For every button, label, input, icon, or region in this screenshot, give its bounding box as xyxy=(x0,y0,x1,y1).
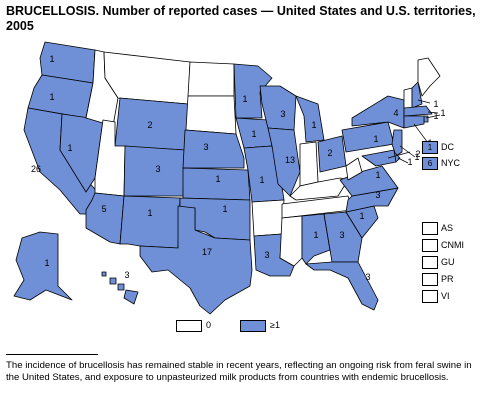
leader-line-md xyxy=(387,151,411,159)
state-ak xyxy=(13,231,73,301)
state-value-il: 13 xyxy=(285,155,295,165)
state-mi xyxy=(295,95,325,143)
vi-box xyxy=(422,290,438,303)
state-value-nh: 1 xyxy=(433,99,438,109)
gu-label: GU xyxy=(441,257,455,267)
map-title: BRUCELLOSIS. Number of reported cases — … xyxy=(6,4,476,33)
state-nh xyxy=(411,81,423,109)
as-label: AS xyxy=(441,223,454,233)
state-ri xyxy=(423,115,429,123)
state-value-or: 1 xyxy=(49,92,54,102)
state-value-tx: 17 xyxy=(202,247,212,257)
state-ar xyxy=(251,199,285,237)
state-value-az: 5 xyxy=(101,204,106,214)
state-ct xyxy=(403,115,425,129)
leader-line-de xyxy=(397,157,409,164)
state-md xyxy=(361,149,397,167)
legend-reported-swatch xyxy=(240,320,266,332)
legend-reported-label: ≥1 xyxy=(270,320,280,330)
state-value-ak: 1 xyxy=(44,258,49,268)
leader-line-nh xyxy=(417,99,431,104)
state-value-nm: 1 xyxy=(147,208,152,218)
state-value-va: 1 xyxy=(375,170,380,180)
dc-label: DC xyxy=(441,142,454,152)
state-value-sc: 1 xyxy=(359,211,364,221)
state-nj xyxy=(391,129,403,157)
vi-label: VI xyxy=(441,291,450,301)
pr-box xyxy=(422,273,438,286)
state-value-ne: 3 xyxy=(203,142,208,152)
state-vt xyxy=(403,87,413,109)
state-value-wy: 2 xyxy=(147,120,152,130)
pr-label: PR xyxy=(441,274,454,284)
state-value-ok: 1 xyxy=(222,204,227,214)
dc-box: 1 xyxy=(422,141,438,154)
nyc-label: NYC xyxy=(441,158,461,168)
state-value-mi: 1 xyxy=(311,120,316,130)
state-hi xyxy=(101,271,139,305)
dc-value: 1 xyxy=(427,143,433,152)
state-nm xyxy=(119,195,181,249)
state-value-fl: 3 xyxy=(365,272,370,282)
state-value-la: 3 xyxy=(264,250,269,260)
as-box xyxy=(422,222,438,235)
state-fl xyxy=(305,261,379,311)
legend-zero-label: 0 xyxy=(206,320,212,330)
state-value-hi: 3 xyxy=(124,270,129,280)
state-in xyxy=(299,141,319,187)
footnote-rule xyxy=(6,354,98,355)
leader-line-ma xyxy=(427,111,439,114)
state-value-mo: 1 xyxy=(259,175,264,185)
state-value-ma: 1 xyxy=(440,108,445,118)
state-value-mn: 1 xyxy=(242,94,247,104)
state-ma xyxy=(403,105,433,117)
state-wv xyxy=(345,157,363,181)
state-az xyxy=(85,192,125,245)
state-value-ny: 4 xyxy=(393,108,398,118)
state-pa xyxy=(341,121,395,153)
nyc-box: 6 xyxy=(422,157,438,170)
footnote: The incidence of brucellosis has remaine… xyxy=(6,360,472,383)
state-value-ca: 26 xyxy=(31,164,41,174)
state-ms xyxy=(279,215,303,267)
cnmi-box xyxy=(422,239,438,252)
cnmi-label: CNMI xyxy=(441,240,464,250)
state-value-wi: 3 xyxy=(280,109,285,119)
state-value-pa: 1 xyxy=(373,134,378,144)
gu-box xyxy=(422,256,438,269)
leader-line-ct xyxy=(413,123,429,144)
state-value-md: 2 xyxy=(415,149,420,159)
state-value-ga: 3 xyxy=(339,230,344,240)
state-value-oh: 2 xyxy=(327,148,332,158)
state-value-ks: 1 xyxy=(215,174,220,184)
state-value-nv: 1 xyxy=(67,143,72,153)
state-nd xyxy=(187,61,235,97)
state-value-nc: 3 xyxy=(375,190,380,200)
state-value-nj: 1 xyxy=(414,152,419,162)
nyc-value: 6 xyxy=(427,159,433,168)
state-value-al: 1 xyxy=(313,230,318,240)
state-ne xyxy=(182,129,245,169)
leader-line-ri xyxy=(425,114,441,119)
state-me xyxy=(417,57,441,97)
state-mt xyxy=(103,51,191,105)
state-value-ia: 1 xyxy=(251,129,256,139)
legend-zero-swatch xyxy=(176,320,202,332)
leader-line-nj xyxy=(399,145,416,158)
state-value-co: 3 xyxy=(155,164,160,174)
state-value-wa: 1 xyxy=(49,54,54,64)
state-tx xyxy=(139,205,253,315)
state-value-de: 1 xyxy=(407,157,412,167)
state-ks xyxy=(182,167,251,201)
state-sd xyxy=(185,95,237,135)
